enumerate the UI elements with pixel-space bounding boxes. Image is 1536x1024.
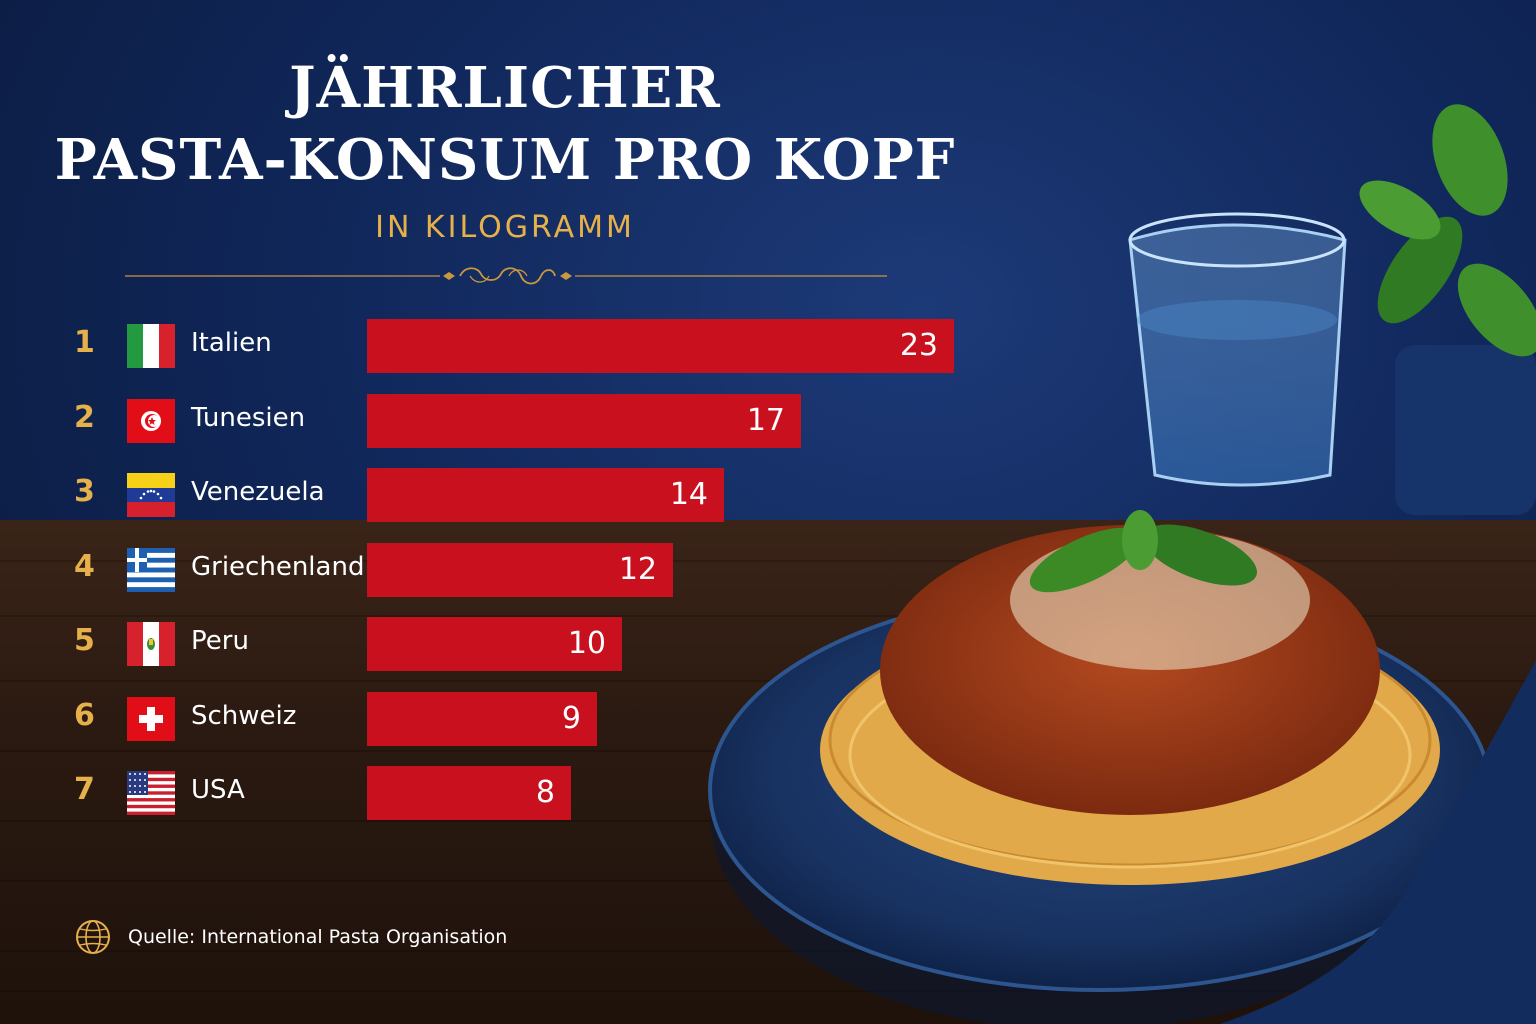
chart-row: 6 Schweiz 9	[0, 691, 1000, 748]
wood-grain	[0, 950, 1536, 952]
category-label: Tunesien	[191, 402, 306, 433]
chart-row: 1 Italien 23	[0, 319, 1000, 375]
ornament-icon	[125, 267, 887, 285]
water-glass	[1128, 212, 1347, 487]
rank-label: 4	[74, 548, 95, 584]
source-note: Quelle: International Pasta Organisation	[74, 918, 507, 958]
title-line-1: JÄHRLICHER	[289, 55, 721, 121]
bar-value-label: 9	[561, 700, 581, 736]
chart-row: 3 Venezuela 14	[0, 468, 1000, 524]
basil-plant	[1359, 104, 1536, 515]
chart-row: 7 USA 8	[0, 766, 1000, 822]
rank-label: 2	[74, 399, 95, 435]
rank-label: 1	[74, 325, 95, 360]
italy-flag-icon	[127, 324, 175, 368]
wood-grain	[0, 680, 1536, 682]
category-label: Schweiz	[191, 700, 297, 731]
bar-value-label: 10	[567, 626, 606, 661]
bar-value-label: 14	[669, 477, 708, 512]
title-line-2: PASTA-KONSUM PRO KOPF	[54, 127, 956, 193]
category-label: USA	[191, 775, 245, 805]
napkin	[1220, 660, 1536, 1024]
chart-title: JÄHRLICHER PASTA-KONSUM PRO KOPF	[0, 52, 1010, 196]
wood-grain	[0, 990, 1536, 992]
bar: 12	[367, 542, 673, 597]
usa-flag-icon	[127, 771, 175, 815]
bar: 23	[367, 319, 954, 373]
chart-row: 2 Tunesien 17	[0, 393, 1000, 450]
chart-row: 5 Peru 10	[0, 617, 1000, 673]
bar: 14	[367, 468, 724, 522]
pasta-plate	[708, 510, 1492, 1024]
category-label: Italien	[191, 328, 272, 358]
wood-grain	[0, 560, 1536, 562]
bar-value-label: 12	[618, 551, 657, 587]
bar-value-label: 8	[535, 775, 555, 810]
category-label: Peru	[191, 626, 249, 656]
rank-label: 3	[74, 474, 95, 509]
bar: 10	[367, 617, 622, 671]
venezuela-flag-icon	[127, 473, 175, 517]
bar: 17	[367, 393, 801, 448]
chart-row: 4 Griechenland 12	[0, 542, 1000, 599]
peru-flag-icon	[127, 622, 175, 666]
category-label: Venezuela	[191, 477, 325, 507]
bar: 9	[367, 691, 597, 746]
chart-subtitle: IN KILOGRAMM	[375, 210, 635, 245]
rank-label: 6	[74, 697, 95, 733]
tunisia-flag-icon	[127, 398, 175, 443]
category-label: Griechenland	[191, 551, 365, 582]
bar-value-label: 23	[899, 328, 938, 363]
bar: 8	[367, 766, 571, 820]
rank-label: 7	[74, 772, 95, 807]
switzerland-flag-icon	[127, 696, 175, 741]
pasta-photo	[708, 104, 1536, 1024]
wood-grain	[0, 615, 1536, 617]
bar-value-label: 17	[746, 402, 785, 438]
globe-icon	[76, 920, 110, 954]
rank-label: 5	[74, 623, 95, 658]
greece-flag-icon	[127, 547, 175, 592]
source-text: Quelle: International Pasta Organisation	[128, 926, 508, 948]
